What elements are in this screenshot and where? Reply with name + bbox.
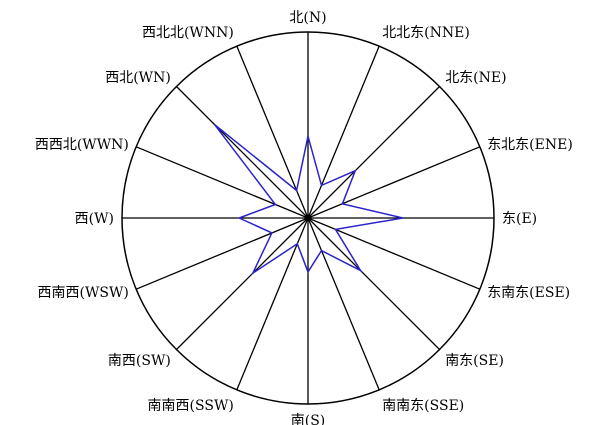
direction-label: 北北东(NNE): [382, 25, 470, 41]
spoke-line: [236, 217, 309, 391]
direction-label: 南南西(SSW): [148, 398, 234, 414]
direction-label: 南南东(SSE): [382, 398, 464, 414]
grid-layer: [121, 31, 495, 405]
spoke-line: [307, 86, 440, 219]
spoke-line: [307, 217, 481, 290]
direction-label: 南东(SE): [445, 353, 504, 369]
direction-labels: 北(N) 北北东(NNE) 北东(NE) 东北东(ENE) 东(E) 东南东(ESE) 南东…: [35, 10, 573, 425]
direction-label: 西(W): [75, 211, 114, 227]
direction-label: 北(N): [289, 10, 326, 26]
spoke-line: [176, 217, 309, 350]
series-polygon: [214, 124, 404, 276]
direction-label: 西北(WN): [105, 70, 171, 86]
spoke-line: [307, 146, 481, 219]
spoke-line: [135, 217, 309, 290]
spoke-line: [307, 45, 380, 219]
series-layer: [214, 124, 404, 276]
direction-label: 西北北(WNN): [142, 25, 234, 41]
spoke-line: [307, 217, 380, 391]
spoke-line: [307, 217, 440, 350]
direction-label: 南(S): [291, 413, 326, 425]
spoke-line: [236, 45, 309, 219]
spoke-line: [135, 146, 309, 219]
direction-label: 西西北(WWN): [35, 137, 129, 153]
direction-label: 南西(SW): [108, 353, 171, 369]
spoke-line: [176, 86, 309, 219]
direction-label: 东南东(ESE): [487, 285, 570, 301]
direction-label: 东(E): [502, 211, 537, 227]
center-dot: [304, 214, 312, 222]
direction-label: 北东(NE): [445, 70, 506, 86]
direction-label: 东北东(ENE): [487, 137, 573, 153]
direction-label: 西南西(WSW): [38, 285, 129, 301]
